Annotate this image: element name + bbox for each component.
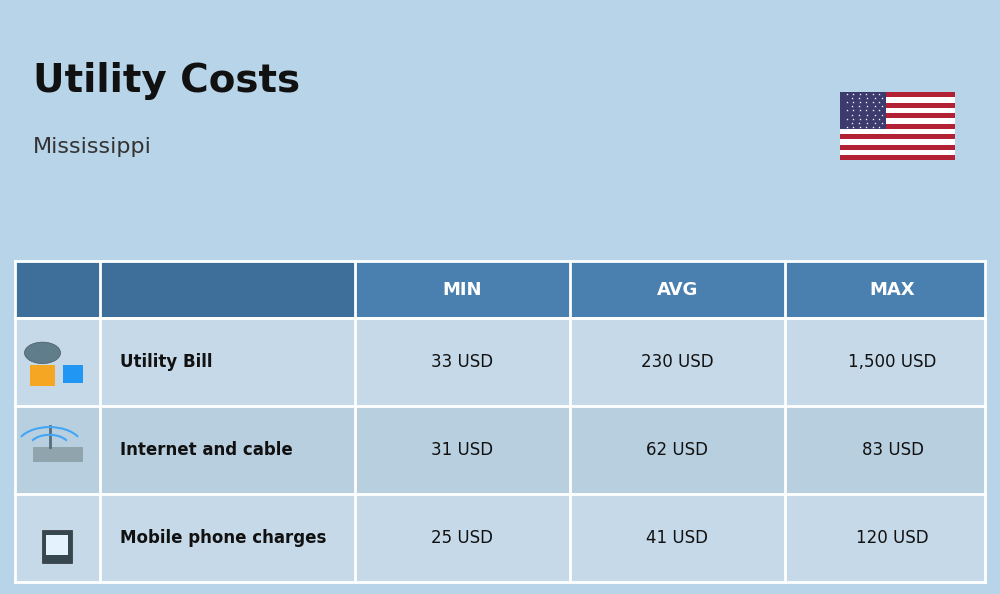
Bar (30, 365, 55, 386)
Text: 25 USD: 25 USD (431, 529, 493, 546)
Bar (840, 129, 955, 134)
Bar (32, 447, 82, 462)
Text: 41 USD: 41 USD (646, 529, 708, 546)
Bar (15, 261, 985, 318)
Text: Internet and cable: Internet and cable (120, 441, 293, 459)
Text: 31 USD: 31 USD (431, 441, 494, 459)
Bar (840, 118, 955, 124)
Text: 33 USD: 33 USD (431, 353, 494, 371)
Bar (15, 318, 985, 406)
Text: MIN: MIN (443, 280, 482, 299)
Text: 83 USD: 83 USD (862, 441, 924, 459)
Text: Utility Bill: Utility Bill (120, 353, 212, 371)
Text: Utility Costs: Utility Costs (33, 62, 300, 100)
Text: Mobile phone charges: Mobile phone charges (120, 529, 326, 546)
Bar (15, 494, 985, 582)
Bar (840, 150, 955, 155)
Bar (46, 535, 68, 555)
Text: 120 USD: 120 USD (856, 529, 929, 546)
Bar (840, 108, 955, 113)
Bar (840, 97, 955, 103)
Bar (15, 406, 985, 494)
Bar (840, 140, 955, 144)
Bar (840, 92, 955, 160)
Bar (840, 92, 955, 97)
Bar (42, 530, 72, 563)
Text: 1,500 USD: 1,500 USD (848, 353, 937, 371)
Bar (62, 365, 82, 383)
Bar (840, 92, 886, 129)
Bar (840, 113, 955, 118)
Bar (15, 261, 355, 318)
Bar (840, 155, 955, 160)
Bar (840, 144, 955, 150)
Text: Mississippi: Mississippi (33, 137, 152, 157)
Text: 230 USD: 230 USD (641, 353, 714, 371)
Text: AVG: AVG (657, 280, 698, 299)
Bar (840, 103, 955, 108)
Circle shape (24, 342, 60, 364)
Text: MAX: MAX (870, 280, 915, 299)
Text: 62 USD: 62 USD (646, 441, 708, 459)
Bar (840, 124, 955, 129)
Bar (840, 134, 955, 140)
